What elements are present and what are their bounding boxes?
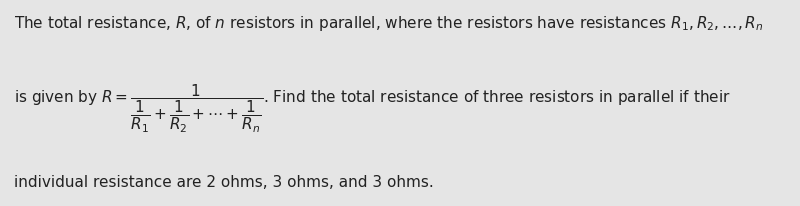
Text: The total resistance, $R$, of $n$ resistors in parallel, where the resistors hav: The total resistance, $R$, of $n$ resist… xyxy=(14,14,764,33)
Text: is given by $R = \dfrac{1}{\dfrac{1}{R_1} + \dfrac{1}{R_2} + \cdots + \dfrac{1}{: is given by $R = \dfrac{1}{\dfrac{1}{R_1… xyxy=(14,82,731,134)
Text: individual resistance are 2 ohms, 3 ohms, and 3 ohms.: individual resistance are 2 ohms, 3 ohms… xyxy=(14,175,434,190)
